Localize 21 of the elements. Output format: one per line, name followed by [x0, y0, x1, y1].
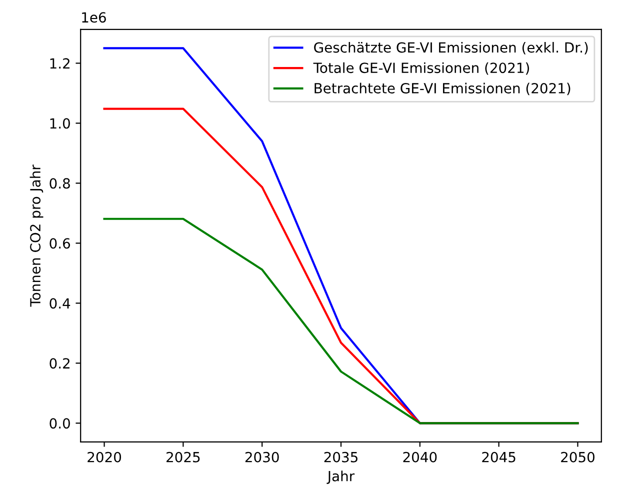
- text: 1e6: [82, 12, 106, 23]
- y-tick-label: 1.2: [50, 58, 70, 68]
- y-tick-label: 0.6: [50, 238, 70, 249]
- x-tick-label: 2020: [88, 452, 122, 462]
- legend-label: Geschätzte GE-VI Emissionen (exkl. Dr.): [314, 42, 588, 54]
- x-tick-label: 2030: [245, 452, 279, 462]
- x-tick-label: 2035: [324, 452, 358, 462]
- y-tick-label: 1.0: [50, 118, 70, 129]
- legend-label: Totale GE-VI Emissionen (2021): [313, 62, 530, 75]
- y-axis-title: Tonnen CO2 pro Jahr: [30, 164, 44, 307]
- legend-label: Betrachtete GE-VI Emissionen (2021): [314, 82, 570, 96]
- y-tick-label: 0.2: [50, 358, 70, 369]
- x-tick-label: 2050: [561, 452, 594, 462]
- x-tick-label: 2025: [166, 452, 200, 462]
- y-tick-label: 0.0: [50, 418, 70, 429]
- x-tick-label: 2040: [403, 452, 437, 462]
- x-tick-label: 2045: [482, 452, 516, 462]
- y-tick-label: 0.8: [50, 178, 70, 189]
- y-tick-label: 0.4: [50, 298, 70, 309]
- x-axis-title: Jahr: [326, 470, 355, 484]
- line-series: [103, 218, 579, 424]
